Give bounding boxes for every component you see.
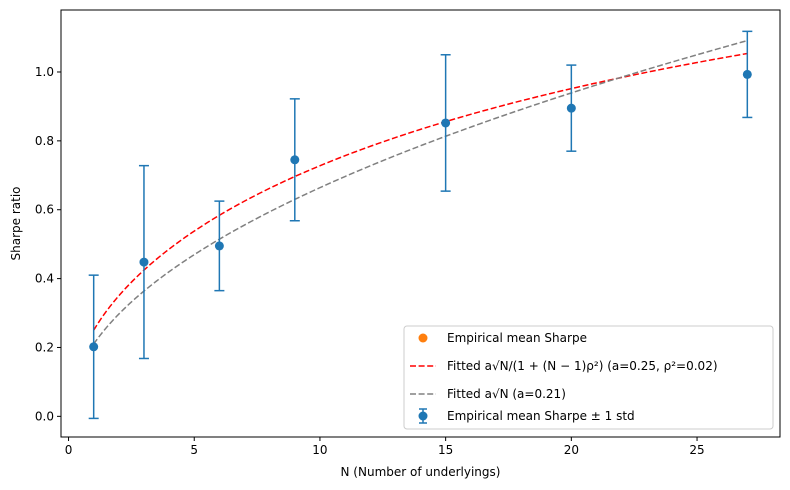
x-tick-label: 25: [689, 443, 704, 457]
y-tick-label: 0.6: [35, 203, 54, 217]
legend-label: Empirical mean Sharpe ± 1 std: [447, 409, 635, 423]
legend-label: Fitted a√N (a=0.21): [447, 387, 566, 401]
y-tick-label: 1.0: [35, 65, 54, 79]
fitted-curve-sqrt: [93, 39, 748, 345]
legend-label: Empirical mean Sharpe: [447, 331, 587, 345]
y-tick-label: 0.4: [35, 272, 54, 286]
x-tick-label: 0: [65, 443, 73, 457]
data-point: [290, 155, 300, 165]
data-point: [742, 69, 752, 79]
x-tick-label: 20: [564, 443, 579, 457]
x-tick-label: 10: [312, 443, 327, 457]
y-axis-title: Sharpe ratio: [9, 187, 23, 261]
data-point: [214, 241, 224, 251]
legend-marker-dot: [418, 411, 428, 421]
data-point: [139, 257, 149, 267]
legend-label: Fitted a√N/(1 + (N − 1)ρ²) (a=0.25, ρ²=0…: [447, 359, 718, 373]
plot-frame: [60, 9, 781, 438]
fitted-curve-rho: [93, 52, 748, 331]
data-point: [566, 103, 576, 113]
y-tick-label: 0.2: [35, 340, 54, 354]
x-tick-label: 15: [438, 443, 453, 457]
data-point: [441, 118, 451, 128]
y-tick-label: 0.0: [35, 409, 54, 423]
plot-area: [88, 30, 753, 420]
legend-marker-dot: [418, 333, 428, 343]
y-tick-label: 0.8: [35, 134, 54, 148]
x-axis-title: N (Number of underlyings): [341, 465, 501, 479]
x-tick-label: 5: [190, 443, 198, 457]
data-point: [89, 342, 99, 352]
legend-box: [403, 325, 774, 430]
